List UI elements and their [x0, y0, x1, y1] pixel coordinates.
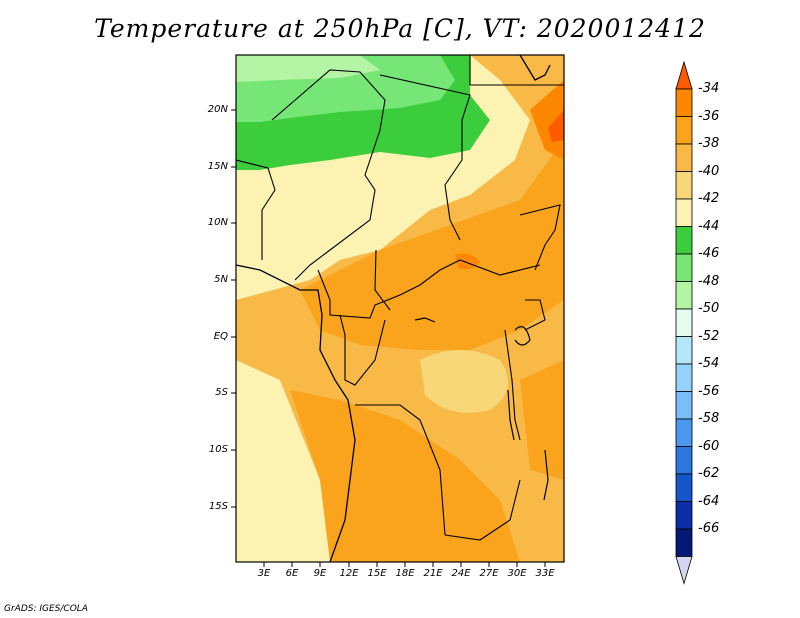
lake-tanganyika-icon [507, 389, 515, 441]
border-cameroon-car [374, 249, 391, 311]
colorbar-swatch [675, 198, 693, 227]
lake-victoria-icon [514, 326, 531, 346]
lat-label-10n: 10N [207, 217, 228, 228]
colorbar-label: -38 [698, 136, 720, 151]
colorbar-label: -50 [698, 301, 720, 316]
lon-label-6e: 6E [285, 568, 299, 579]
band-minus38-central [300, 140, 564, 350]
colorbar-swatch [675, 308, 693, 337]
border-lakes [504, 329, 521, 441]
colorbar-label: -52 [698, 328, 720, 344]
colorbar-swatch [675, 528, 693, 557]
colorbar [675, 60, 693, 585]
colorbar-label: -42 [698, 191, 720, 206]
colorbar-label: -34 [698, 81, 720, 96]
colorbar-label: -64 [698, 493, 720, 509]
river-segment-icon [414, 317, 436, 323]
border-south-sudan [519, 204, 561, 271]
colorbar-swatch [675, 418, 693, 447]
border-niger-nigeria [271, 69, 386, 281]
country-borders [236, 55, 564, 541]
temperature-field [236, 55, 564, 562]
lon-label-9e: 9E [313, 568, 327, 579]
lat-label-10s: 10S [208, 444, 228, 455]
colorbar-swatch [675, 88, 693, 117]
lon-label-21e: 21E [423, 568, 443, 579]
colorbar-swatch [675, 446, 693, 475]
border-congo [339, 314, 386, 386]
lat-label-5s: 5S [215, 387, 228, 398]
colorbar-label: -48 [698, 273, 720, 289]
border-car-drc [317, 259, 541, 319]
colorbar-label: -66 [698, 521, 720, 536]
colorbar-swatch [675, 501, 693, 530]
band-minus42-central [420, 350, 508, 413]
colorbar-label: -36 [698, 108, 720, 124]
band-minus38-east [520, 360, 564, 480]
colorbar-swatch [675, 391, 693, 420]
colorbar-swatch [675, 473, 693, 502]
map-frame [235, 54, 565, 563]
map-title: Temperature at 250hPa [C], VT: 202001241… [94, 14, 706, 43]
lon-label-33e: 33E [535, 568, 555, 579]
colorbar-swatch [675, 226, 693, 255]
colorbar-label: -54 [698, 356, 720, 371]
coastline [235, 54, 551, 563]
lon-label-30e: 30E [507, 568, 527, 579]
colorbar-label: -58 [698, 411, 720, 426]
lon-label-15e: 15E [367, 568, 387, 579]
lon-label-3e: 3E [257, 568, 271, 579]
border-angola [355, 404, 446, 536]
border-west [236, 159, 276, 260]
lat-label-15s: 15S [208, 501, 228, 512]
lat-label-eq: EQ [213, 331, 228, 342]
colorbar-swatch [675, 116, 693, 145]
lon-label-24e: 24E [451, 568, 471, 579]
band-minus42-southwest [236, 360, 340, 562]
lat-label-15n: 15N [207, 161, 228, 172]
colorbar-bottom-triangle [675, 556, 693, 585]
colorbar-swatch [675, 171, 693, 200]
lat-label-20n: 20N [207, 104, 228, 115]
colorbar-label: -46 [698, 246, 720, 261]
atlantic-coast [235, 264, 356, 563]
border-zambia [444, 479, 521, 541]
colorbar-swatch [675, 281, 693, 310]
lon-label-12e: 12E [339, 568, 359, 579]
red-sea-coast [519, 54, 551, 81]
colorbar-swatch [675, 143, 693, 172]
lat-ticks [231, 109, 236, 508]
band-minus48-north [236, 55, 380, 82]
band-minus38-south [290, 390, 520, 562]
lake-malawi-icon [543, 449, 549, 501]
colorbar-swatch [675, 253, 693, 282]
lon-label-27e: 27E [479, 568, 499, 579]
border-uganda [524, 299, 546, 331]
lakes [414, 317, 549, 501]
colorbar-label: -40 [698, 163, 720, 179]
border-chad-sudan [379, 74, 471, 241]
colorbar-swatch [675, 336, 693, 365]
colorbar-swatch [675, 363, 693, 392]
lon-ticks [263, 562, 546, 567]
lon-label-18e: 18E [395, 568, 415, 579]
colorbar-label: -56 [698, 383, 720, 399]
colorbar-label: -62 [698, 466, 720, 481]
lat-label-5n: 5N [214, 274, 228, 285]
colorbar-label: -44 [698, 218, 720, 234]
colorbar-top-triangle [675, 60, 693, 90]
grads-credit: GrADS: IGES/COLA [4, 604, 88, 614]
colorbar-label: -60 [698, 438, 720, 454]
band-minus34-core [548, 110, 564, 142]
